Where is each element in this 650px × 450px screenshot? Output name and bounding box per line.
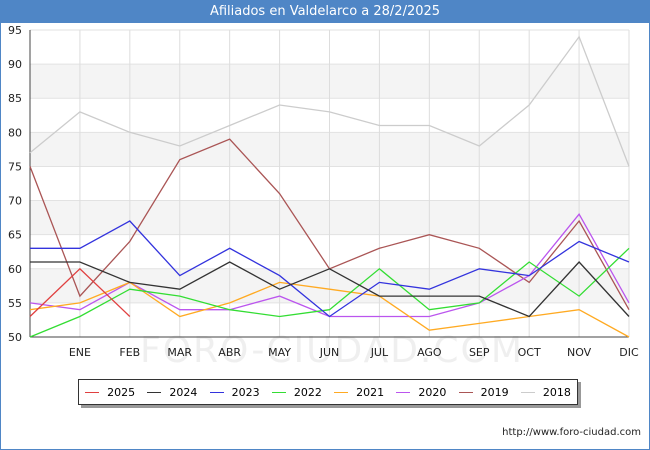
legend-swatch [209,391,224,393]
legend-swatch [396,391,411,393]
series-line-2025 [29,267,131,317]
legend-label: 2021 [356,385,385,399]
y-tick-label: 90 [8,58,22,71]
legend-item-2020: 2020 [396,386,446,399]
x-tick-label: ABR [218,346,241,359]
legend-item-2022: 2022 [271,385,322,399]
legend-item-2019: 2019 [458,385,509,399]
legend-item-2025: 2025 [85,386,135,399]
x-tick-label: JUL [370,346,389,359]
legend-swatch [458,391,473,393]
series-line-2022 [29,247,630,338]
legend-item-2021: 2021 [334,386,384,399]
chart-legend: 2025 2024 2023 2022 2021 2020 2019 2018 [78,379,578,405]
x-tick-label: JUN [319,346,340,359]
y-tick-label: 65 [8,229,22,242]
legend-swatch [520,391,535,393]
legend-item-2018: 2018 [520,385,571,399]
series-line-2024 [30,261,630,318]
legend-swatch [334,391,349,393]
x-tick-label: OCT [518,346,541,359]
y-tick-label: 95 [8,24,22,37]
series-line-2023 [30,220,630,318]
legend-label: 2020 [418,385,447,399]
y-tick-label: 85 [8,92,22,105]
x-tick-label: ENE [69,346,91,359]
y-tick-label: 55 [8,297,22,310]
x-tick-label: MAR [167,346,192,359]
legend-item-2024: 2024 [147,386,197,399]
legend-label: 2024 [169,385,198,399]
x-tick-label: DIC [619,346,639,359]
y-tick-label: 80 [8,126,22,139]
legend-item-2023: 2023 [209,385,260,399]
x-tick-label: SEP [469,346,490,359]
chart-title: Afiliados en Valdelarco a 28/2/2025 [0,0,650,23]
legend-swatch [147,391,162,393]
y-tick-label: 60 [8,263,22,276]
legend-label: 2022 [293,385,322,399]
y-tick-label: 50 [8,331,22,344]
legend-swatch [271,391,286,393]
y-tick-label: 70 [8,195,22,208]
x-tick-label: NOV [567,346,592,359]
legend-swatch [85,391,100,393]
series-line-2018 [29,35,630,167]
legend-label: 2025 [107,385,136,399]
y-tick-label: 75 [8,160,22,173]
source-url: http://www.foro-ciudad.com [502,427,641,438]
legend-label: 2019 [480,385,509,399]
x-tick-label: AGO [417,346,442,359]
x-tick-label: FEB [119,346,140,359]
x-tick-label: MAY [268,346,291,359]
legend-label: 2023 [231,385,260,399]
legend-label: 2018 [542,385,571,399]
